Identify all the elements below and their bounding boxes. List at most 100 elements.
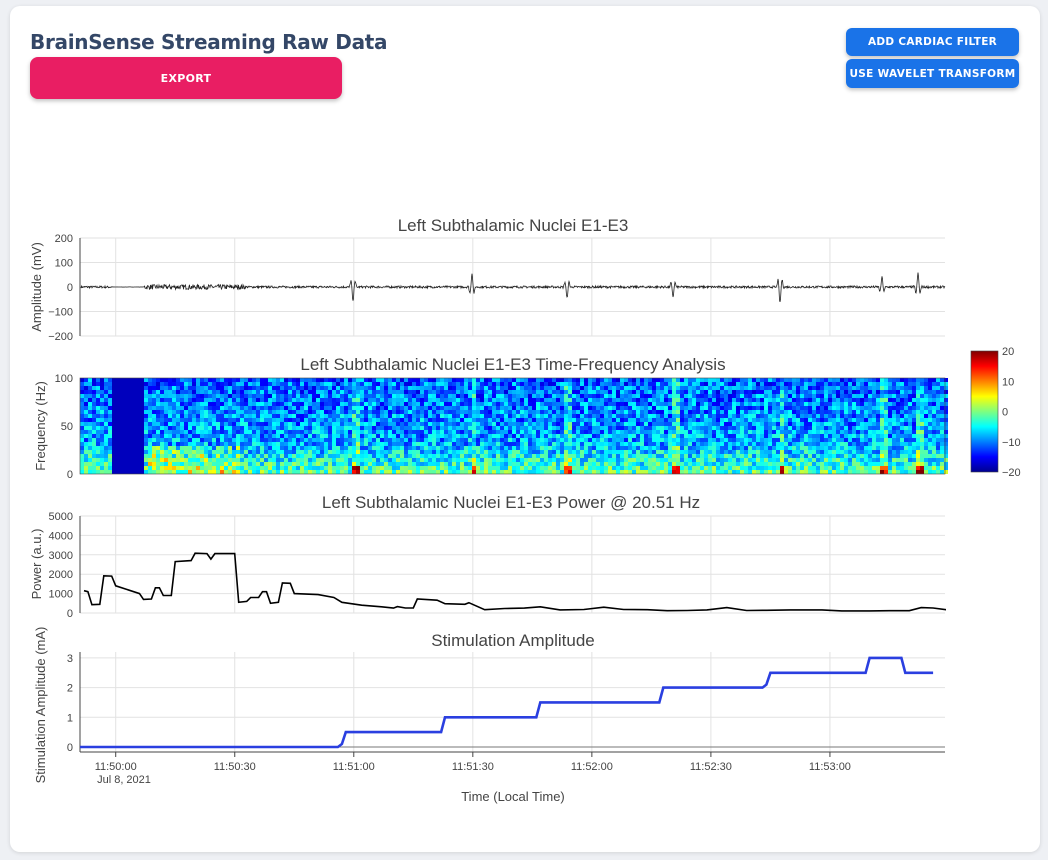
spectrogram-cell — [808, 426, 812, 430]
spectrogram-cell — [852, 426, 856, 430]
spectrogram-cell — [232, 394, 236, 398]
spectrogram-cell — [96, 406, 100, 410]
spectrogram-cell — [700, 382, 704, 386]
spectrogram-cell — [444, 410, 448, 414]
export-button[interactable]: EXPORT — [30, 57, 342, 99]
spectrogram-cell — [648, 410, 652, 414]
spectrogram-cell — [332, 426, 336, 430]
spectrogram-cell — [456, 466, 460, 470]
spectrogram-cell — [572, 462, 576, 466]
spectrogram-cell — [148, 458, 152, 462]
spectrogram-cell — [352, 454, 356, 458]
spectrogram-cell — [328, 378, 332, 382]
spectrogram-cell — [724, 462, 728, 466]
spectrogram-cell — [88, 438, 92, 442]
spectrogram-cell — [752, 378, 756, 382]
spectrogram-cell — [512, 442, 516, 446]
spectrogram-cell — [316, 398, 320, 402]
add-cardiac-filter-button[interactable]: ADD CARDIAC FILTER — [846, 28, 1019, 56]
spectrogram-cell — [484, 386, 488, 390]
spectrogram-cell — [588, 434, 592, 438]
spectrogram-cell — [672, 426, 676, 430]
spectrogram-cell — [736, 458, 740, 462]
spectrogram-cell — [424, 470, 428, 474]
spectrogram-cell — [648, 422, 652, 426]
spectrogram-cell — [252, 386, 256, 390]
spectrogram-cell — [680, 410, 684, 414]
spectrogram-cell — [208, 426, 212, 430]
spectrogram-cell — [840, 414, 844, 418]
spectrogram-cell — [312, 394, 316, 398]
spectrogram-cell — [880, 454, 884, 458]
spectrogram-cell — [88, 394, 92, 398]
spectrogram-cell — [232, 382, 236, 386]
spectrogram-cell — [640, 378, 644, 382]
spectrogram-cell — [640, 382, 644, 386]
spectrogram-cell — [196, 414, 200, 418]
spectrogram-cell — [544, 442, 548, 446]
spectrogram-cell — [348, 390, 352, 394]
spectrogram-cell — [632, 386, 636, 390]
spectrogram-cell — [600, 394, 604, 398]
spectrogram-cell — [392, 398, 396, 402]
spectrogram-cell — [824, 470, 828, 474]
spectrogram-cell — [508, 462, 512, 466]
spectrogram-cell — [576, 390, 580, 394]
spectrogram-cell — [156, 378, 160, 382]
spectrogram-cell — [548, 430, 552, 434]
spectrogram-cell — [204, 458, 208, 462]
spectrogram-cell — [588, 398, 592, 402]
spectrogram-cell — [364, 442, 368, 446]
spectrogram-cell — [864, 422, 868, 426]
spectrogram-cell — [484, 426, 488, 430]
spectrogram-cell — [380, 430, 384, 434]
spectrogram-cell — [148, 434, 152, 438]
spectrogram-cell — [428, 442, 432, 446]
spectrogram-cell — [100, 426, 104, 430]
spectrogram-cell — [748, 406, 752, 410]
y-tick-label: 100 — [55, 258, 73, 270]
spectrogram-cell — [852, 382, 856, 386]
spectrogram-cell — [852, 402, 856, 406]
spectrogram-cell — [392, 442, 396, 446]
spectrogram-cell — [120, 386, 124, 390]
spectrogram-cell — [208, 454, 212, 458]
spectrogram-cell — [328, 470, 332, 474]
spectrogram-cell — [80, 470, 84, 474]
spectrogram-cell — [688, 470, 692, 474]
spectrogram-cell — [524, 422, 528, 426]
spectrogram-cell — [592, 386, 596, 390]
spectrogram-cell — [192, 446, 196, 450]
spectrogram-cell — [164, 398, 168, 402]
spectrogram-cell — [616, 438, 620, 442]
spectrogram-cell — [660, 450, 664, 454]
spectrogram-cell — [588, 442, 592, 446]
spectrogram-cell — [108, 434, 112, 438]
spectrogram-cell — [484, 454, 488, 458]
spectrogram-cell — [704, 382, 708, 386]
spectrogram-cell — [268, 390, 272, 394]
spectrogram-cell — [396, 418, 400, 422]
spectrogram-cell — [432, 454, 436, 458]
spectrogram-cell — [148, 422, 152, 426]
spectrogram-cell — [416, 450, 420, 454]
use-wavelet-transform-button[interactable]: USE WAVELET TRANSFORM — [846, 59, 1019, 88]
spectrogram-cell — [600, 450, 604, 454]
spectrogram-cell — [88, 422, 92, 426]
spectrogram-cell — [584, 442, 588, 446]
spectrogram-cell — [240, 382, 244, 386]
spectrogram-cell — [732, 406, 736, 410]
spectrogram-cell — [320, 450, 324, 454]
spectrogram-cell — [604, 414, 608, 418]
spectrogram-cell — [864, 398, 868, 402]
spectrogram-cell — [88, 466, 92, 470]
spectrogram-cell — [512, 406, 516, 410]
spectrogram-cell — [688, 450, 692, 454]
spectrogram-cell — [824, 418, 828, 422]
spectrogram-cell — [292, 410, 296, 414]
spectrogram-cell — [836, 442, 840, 446]
spectrogram-cell — [548, 390, 552, 394]
spectrogram-cell — [424, 394, 428, 398]
spectrogram-cell — [772, 426, 776, 430]
spectrogram-cell — [284, 426, 288, 430]
